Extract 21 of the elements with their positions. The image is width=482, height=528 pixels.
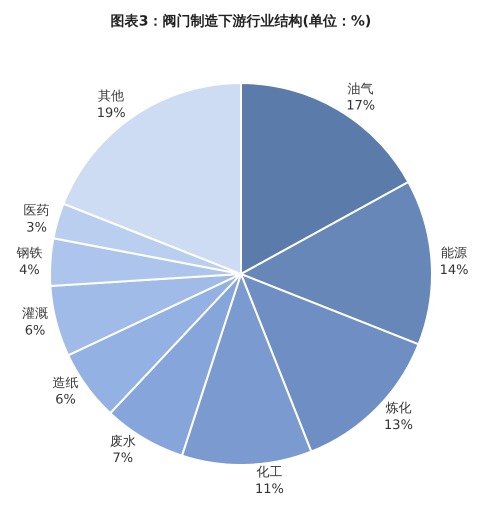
slice-label: 炼化 <box>385 401 412 416</box>
slice-label: 废水 <box>110 434 136 450</box>
data-label: 4% <box>19 262 40 278</box>
data-label: 11% <box>254 482 284 497</box>
data-label: 6% <box>24 323 46 338</box>
slice-label: 医药 <box>24 204 50 219</box>
data-label: 19% <box>96 106 126 122</box>
slice-label: 化工 <box>256 464 282 480</box>
chart-title: 图表3：阀门制造下游行业结构(单位：%) <box>110 12 372 30</box>
slice-label: 造纸 <box>52 376 79 391</box>
slice-label: 其他 <box>98 89 124 104</box>
data-label: 6% <box>55 392 76 408</box>
slice-label: 灌溉 <box>22 306 48 322</box>
data-label: 3% <box>26 220 47 236</box>
data-label: 13% <box>384 418 413 433</box>
data-label: 17% <box>346 98 376 114</box>
slice-label: 能源 <box>441 246 468 261</box>
data-label: 14% <box>440 262 469 278</box>
data-label: 7% <box>112 451 134 466</box>
slice-label: 钢铁 <box>15 246 42 261</box>
slice-label: 油气 <box>348 82 374 97</box>
